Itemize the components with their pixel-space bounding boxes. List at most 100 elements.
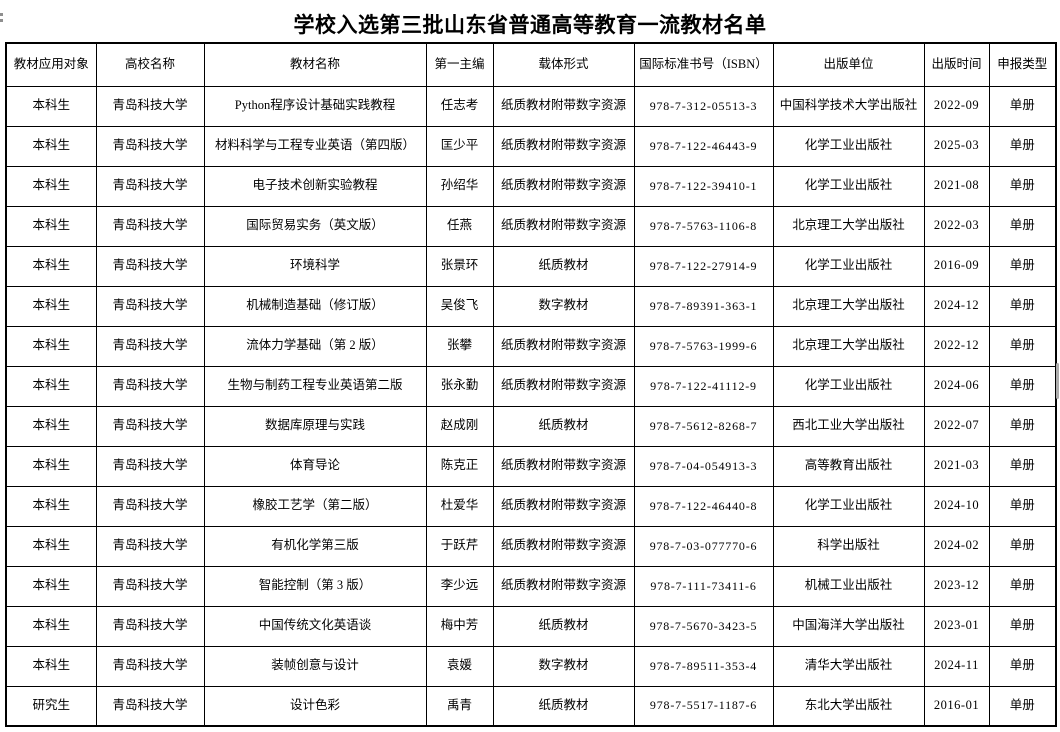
table-row: 本科生 青岛科技大学 国际贸易实务（英文版） 任燕 纸质教材附带数字资源 978-7-57… <box>5 205 1057 247</box>
cell-editor: 张攀 <box>425 325 494 367</box>
table-row: 本科生 青岛科技大学 机械制造基础（修订版） 吴俊飞 数字教材 978-7-89391-3… <box>5 285 1057 327</box>
column-header-date: 出版时间 <box>923 42 990 87</box>
cell-university: 青岛科技大学 <box>95 565 205 607</box>
cell-isbn: 978-7-5670-3423-5 <box>633 605 774 647</box>
cell-isbn: 978-7-122-27914-9 <box>633 245 774 287</box>
table-row: 本科生 青岛科技大学 电子技术创新实验教程 孙绍华 纸质教材附带数字资源 978-7-12… <box>5 165 1057 207</box>
cell-editor: 吴俊飞 <box>425 285 494 327</box>
table-row: 研究生 青岛科技大学 设计色彩 禹青 纸质教材 978-7-5517-1187-6 东北大学… <box>5 685 1057 727</box>
cell-editor: 李少远 <box>425 565 494 607</box>
cell-audience: 本科生 <box>5 485 97 527</box>
cell-type: 单册 <box>988 365 1057 407</box>
scrollbar-thumb-artifact <box>1056 363 1059 399</box>
cell-title: 数据库原理与实践 <box>203 405 427 447</box>
cell-editor: 张永勤 <box>425 365 494 407</box>
cell-date: 2024-02 <box>923 525 990 567</box>
cell-editor: 张景环 <box>425 245 494 287</box>
cell-isbn: 978-7-312-05513-3 <box>633 85 774 127</box>
cell-title: 中国传统文化英语谈 <box>203 605 427 647</box>
cell-university: 青岛科技大学 <box>95 405 205 447</box>
page-title: 学校入选第三批山东省普通高等教育一流教材名单 <box>293 14 767 37</box>
table-row: 本科生 青岛科技大学 智能控制（第 3 版） 李少远 纸质教材附带数字资源 978-7-1… <box>5 565 1057 607</box>
cell-type: 单册 <box>988 285 1057 327</box>
cell-publisher: 化学工业出版社 <box>772 485 925 527</box>
cell-format: 纸质教材 <box>492 405 635 447</box>
cell-audience: 本科生 <box>5 605 97 647</box>
cell-audience: 本科生 <box>5 125 97 167</box>
cell-publisher: 清华大学出版社 <box>772 645 925 687</box>
table-row: 本科生 青岛科技大学 流体力学基础（第 2 版） 张攀 纸质教材附带数字资源 978-7-… <box>5 325 1057 367</box>
cell-isbn: 978-7-122-46440-8 <box>633 485 774 527</box>
cell-format: 数字教材 <box>492 285 635 327</box>
textbook-list-table: 教材应用对象 高校名称 教材名称 第一主编 载体形式 国际标准书号（ISBN） … <box>5 42 1057 727</box>
cell-date: 2024-11 <box>923 645 990 687</box>
cell-title: 体育导论 <box>203 445 427 487</box>
cell-university: 青岛科技大学 <box>95 365 205 407</box>
cell-audience: 本科生 <box>5 565 97 607</box>
cell-audience: 本科生 <box>5 285 97 327</box>
cell-publisher: 高等教育出版社 <box>772 445 925 487</box>
cell-format: 纸质教材附带数字资源 <box>492 205 635 247</box>
cell-university: 青岛科技大学 <box>95 485 205 527</box>
cell-date: 2022-12 <box>923 325 990 367</box>
cell-date: 2023-12 <box>923 565 990 607</box>
table-row: 本科生 青岛科技大学 生物与制药工程专业英语第二版 张永勤 纸质教材附带数字资源 978-… <box>5 365 1057 407</box>
cell-editor: 陈克正 <box>425 445 494 487</box>
cell-date: 2021-03 <box>923 445 990 487</box>
cell-title: 设计色彩 <box>203 685 427 727</box>
table-row: 本科生 青岛科技大学 数据库原理与实践 赵成刚 纸质教材 978-7-5612-8268-… <box>5 405 1057 447</box>
cell-editor: 梅中芳 <box>425 605 494 647</box>
cell-date: 2022-07 <box>923 405 990 447</box>
cell-date: 2023-01 <box>923 605 990 647</box>
cell-university: 青岛科技大学 <box>95 205 205 247</box>
cell-format: 纸质教材 <box>492 685 635 727</box>
table-row: 本科生 青岛科技大学 橡胶工艺学（第二版） 杜爱华 纸质教材附带数字资源 978-7-12… <box>5 485 1057 527</box>
cell-editor: 禹青 <box>425 685 494 727</box>
cell-university: 青岛科技大学 <box>95 125 205 167</box>
cell-format: 纸质教材附带数字资源 <box>492 85 635 127</box>
cell-type: 单册 <box>988 405 1057 447</box>
cell-editor: 赵成刚 <box>425 405 494 447</box>
table-row: 本科生 青岛科技大学 有机化学第三版 于跃芹 纸质教材附带数字资源 978-7-03-07… <box>5 525 1057 567</box>
cell-university: 青岛科技大学 <box>95 245 205 287</box>
cell-title: Python程序设计基础实践教程 <box>203 85 427 127</box>
cell-publisher: 化学工业出版社 <box>772 245 925 287</box>
screen-edge-artifact <box>0 19 3 22</box>
cell-audience: 本科生 <box>5 445 97 487</box>
cell-audience: 本科生 <box>5 245 97 287</box>
cell-title: 装帧创意与设计 <box>203 645 427 687</box>
cell-publisher: 中国科学技术大学出版社 <box>772 85 925 127</box>
cell-editor: 袁媛 <box>425 645 494 687</box>
cell-university: 青岛科技大学 <box>95 645 205 687</box>
cell-audience: 本科生 <box>5 525 97 567</box>
cell-publisher: 科学出版社 <box>772 525 925 567</box>
cell-date: 2024-12 <box>923 285 990 327</box>
cell-format: 纸质教材附带数字资源 <box>492 365 635 407</box>
table-row: 本科生 青岛科技大学 环境科学 张景环 纸质教材 978-7-122-27914-9 化学工… <box>5 245 1057 287</box>
cell-publisher: 东北大学出版社 <box>772 685 925 727</box>
cell-editor: 任志考 <box>425 85 494 127</box>
cell-audience: 本科生 <box>5 645 97 687</box>
cell-isbn: 978-7-5612-8268-7 <box>633 405 774 447</box>
cell-title: 机械制造基础（修订版） <box>203 285 427 327</box>
cell-audience: 本科生 <box>5 405 97 447</box>
cell-date: 2022-03 <box>923 205 990 247</box>
cell-title: 国际贸易实务（英文版） <box>203 205 427 247</box>
cell-type: 单册 <box>988 525 1057 567</box>
cell-isbn: 978-7-89511-353-4 <box>633 645 774 687</box>
cell-publisher: 化学工业出版社 <box>772 125 925 167</box>
table-row: 本科生 青岛科技大学 中国传统文化英语谈 梅中芳 纸质教材 978-7-5670-3423… <box>5 605 1057 647</box>
cell-type: 单册 <box>988 605 1057 647</box>
cell-type: 单册 <box>988 125 1057 167</box>
cell-type: 单册 <box>988 685 1057 727</box>
table-row: 本科生 青岛科技大学 Python程序设计基础实践教程 任志考 纸质教材附带数字资源 97… <box>5 85 1057 127</box>
cell-type: 单册 <box>988 485 1057 527</box>
cell-title: 电子技术创新实验教程 <box>203 165 427 207</box>
cell-university: 青岛科技大学 <box>95 285 205 327</box>
cell-audience: 本科生 <box>5 205 97 247</box>
cell-isbn: 978-7-89391-363-1 <box>633 285 774 327</box>
cell-audience: 本科生 <box>5 325 97 367</box>
column-header-university: 高校名称 <box>95 42 205 87</box>
cell-university: 青岛科技大学 <box>95 165 205 207</box>
cell-date: 2024-10 <box>923 485 990 527</box>
